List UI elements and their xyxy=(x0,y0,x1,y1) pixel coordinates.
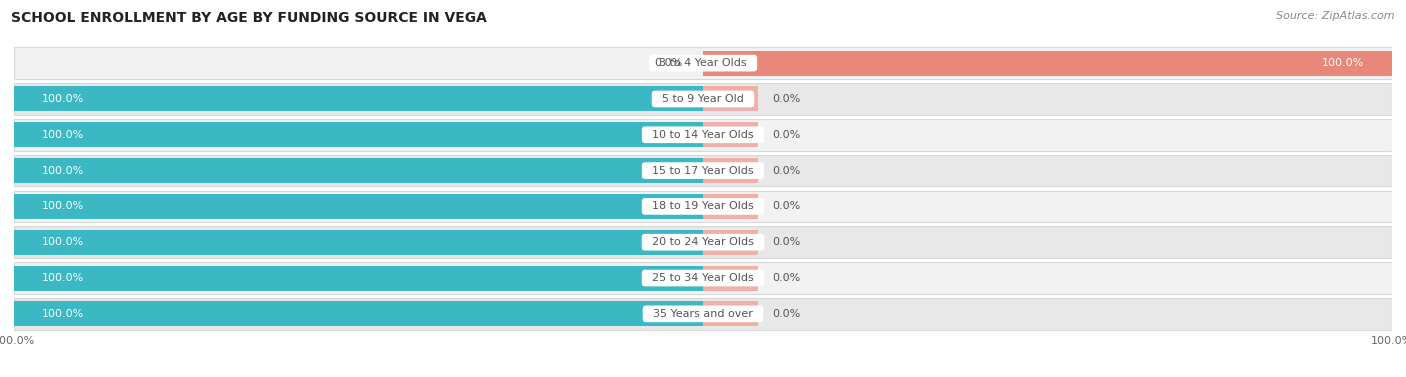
Text: 0.0%: 0.0% xyxy=(772,273,800,283)
Bar xyxy=(14,298,1392,329)
Bar xyxy=(14,265,703,291)
Text: SCHOOL ENROLLMENT BY AGE BY FUNDING SOURCE IN VEGA: SCHOOL ENROLLMENT BY AGE BY FUNDING SOUR… xyxy=(11,11,486,25)
Text: 20 to 24 Year Olds: 20 to 24 Year Olds xyxy=(645,237,761,247)
Text: 100.0%: 100.0% xyxy=(42,201,84,211)
Bar xyxy=(703,230,758,255)
Text: 5 to 9 Year Old: 5 to 9 Year Old xyxy=(655,94,751,104)
Text: 18 to 19 Year Olds: 18 to 19 Year Olds xyxy=(645,201,761,211)
Text: 100.0%: 100.0% xyxy=(42,130,84,140)
Bar xyxy=(14,230,703,255)
Text: 35 Years and over: 35 Years and over xyxy=(647,309,759,319)
Text: 0.0%: 0.0% xyxy=(772,309,800,319)
Text: Source: ZipAtlas.com: Source: ZipAtlas.com xyxy=(1277,11,1395,21)
Bar xyxy=(703,194,758,219)
Bar xyxy=(703,301,758,326)
Bar xyxy=(14,262,1392,294)
Text: 0.0%: 0.0% xyxy=(654,58,682,68)
Bar xyxy=(14,122,703,147)
Bar xyxy=(703,51,1392,76)
Text: 100.0%: 100.0% xyxy=(42,94,84,104)
Text: 0.0%: 0.0% xyxy=(772,166,800,176)
Bar xyxy=(703,265,758,291)
Bar xyxy=(14,86,703,112)
Text: 3 to 4 Year Olds: 3 to 4 Year Olds xyxy=(652,58,754,68)
Bar xyxy=(14,48,1392,79)
Bar xyxy=(14,227,1392,258)
Text: 100.0%: 100.0% xyxy=(42,273,84,283)
Bar xyxy=(14,158,703,183)
Text: 0.0%: 0.0% xyxy=(772,130,800,140)
Bar xyxy=(14,194,703,219)
Bar xyxy=(703,86,758,112)
Bar xyxy=(703,122,758,147)
Bar xyxy=(14,119,1392,150)
Bar xyxy=(14,155,1392,186)
Text: 100.0%: 100.0% xyxy=(42,309,84,319)
Text: 100.0%: 100.0% xyxy=(42,166,84,176)
Text: 15 to 17 Year Olds: 15 to 17 Year Olds xyxy=(645,166,761,176)
Text: 0.0%: 0.0% xyxy=(772,237,800,247)
Bar xyxy=(703,158,758,183)
Text: 25 to 34 Year Olds: 25 to 34 Year Olds xyxy=(645,273,761,283)
Bar xyxy=(14,191,1392,222)
Text: 100.0%: 100.0% xyxy=(1322,58,1364,68)
Text: 0.0%: 0.0% xyxy=(772,94,800,104)
Text: 10 to 14 Year Olds: 10 to 14 Year Olds xyxy=(645,130,761,140)
Text: 100.0%: 100.0% xyxy=(42,237,84,247)
Text: 0.0%: 0.0% xyxy=(772,201,800,211)
Bar xyxy=(14,83,1392,115)
Bar xyxy=(14,301,703,326)
